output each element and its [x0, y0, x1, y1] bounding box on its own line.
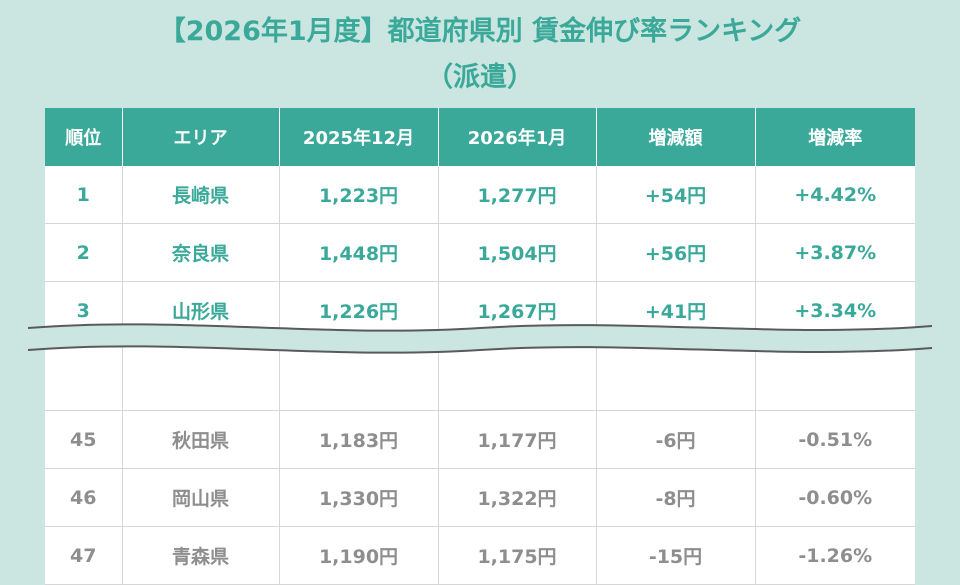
header-change-rate: 増減率: [755, 108, 915, 166]
table-row: 1 長崎県 1,223円 1,277円 +54円 +4.42%: [45, 166, 915, 224]
cell-dec-2025: 1,190円: [279, 526, 439, 585]
cell-rank: 46: [45, 468, 123, 527]
cell-change-rate: +3.87%: [755, 223, 915, 282]
omission-wave-divider: [28, 323, 932, 354]
cell-jan-2026: 1,322円: [438, 468, 597, 527]
cell-change-amount: +56円: [596, 223, 756, 282]
cell-change-amount: -15円: [596, 526, 756, 585]
page-title: 【2026年1月度】都道府県別 賃金伸び率ランキング: [158, 16, 802, 47]
cell-change-amount: +54円: [596, 166, 756, 224]
cell-jan-2026: 1,277円: [438, 166, 597, 224]
cell-area: 長崎県: [122, 166, 280, 224]
cell-change-rate: -0.60%: [755, 468, 915, 527]
cell-dec-2025: 1,448円: [279, 223, 439, 282]
header-area: エリア: [122, 108, 280, 166]
table-row: 47 青森県 1,190円 1,175円 -15円 -1.26%: [45, 526, 915, 585]
ranking-table-container: 順位 エリア 2025年12月 2026年1月 増減額 増減率 1 長崎県 1,…: [45, 108, 915, 585]
header-jan-2026: 2026年1月: [438, 108, 597, 166]
table-row: 46 岡山県 1,330円 1,322円 -8円 -0.60%: [45, 468, 915, 527]
cell-rank: 1: [45, 166, 123, 224]
cell-change-amount: -8円: [596, 468, 756, 527]
table-header-row: 順位 エリア 2025年12月 2026年1月 増減額 増減率: [45, 108, 915, 166]
header-rank: 順位: [45, 108, 123, 166]
cell-change-amount: -6円: [596, 410, 756, 469]
cell-change-rate: -1.26%: [755, 526, 915, 585]
cell-rank: 47: [45, 526, 123, 585]
cell-jan-2026: 1,175円: [438, 526, 597, 585]
header-change-amount: 増減額: [596, 108, 756, 166]
cell-rank: 45: [45, 410, 123, 469]
cell-area: 奈良県: [122, 223, 280, 282]
cell-dec-2025: 1,330円: [279, 468, 439, 527]
cell-area: 秋田県: [122, 410, 280, 469]
cell-change-rate: +4.42%: [755, 166, 915, 224]
table-row: 45 秋田県 1,183円 1,177円 -6円 -0.51%: [45, 410, 915, 469]
cell-rank: 2: [45, 223, 123, 282]
cell-jan-2026: 1,504円: [438, 223, 597, 282]
header-dec-2025: 2025年12月: [279, 108, 439, 166]
cell-dec-2025: 1,183円: [279, 410, 439, 469]
table-row: 2 奈良県 1,448円 1,504円 +56円 +3.87%: [45, 223, 915, 282]
cell-area: 青森県: [122, 526, 280, 585]
cell-area: 岡山県: [122, 468, 280, 527]
cell-change-rate: -0.51%: [755, 410, 915, 469]
page-subtitle: （派遣）: [426, 62, 534, 93]
cell-jan-2026: 1,177円: [438, 410, 597, 469]
cell-dec-2025: 1,223円: [279, 166, 439, 224]
